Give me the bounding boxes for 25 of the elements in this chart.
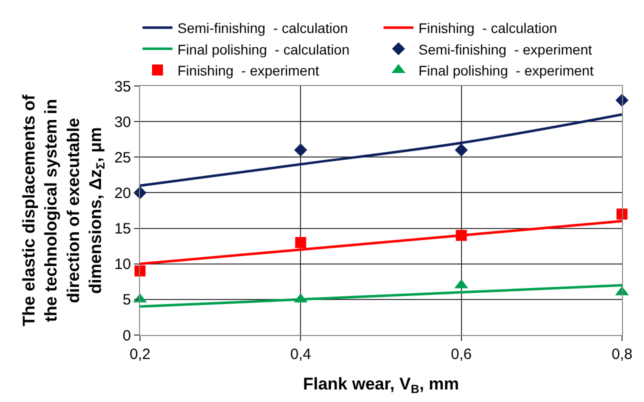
x-tick-label: 0,2 <box>130 346 150 363</box>
y-tick-label: 0 <box>122 327 131 344</box>
point <box>294 144 308 157</box>
x-axis-title: Flank wear, V$_{B}$, mm <box>302 374 460 396</box>
y-tick-label: 35 <box>114 78 131 96</box>
legend-label: Finishing - calculation <box>418 20 558 36</box>
y-tick-label: 25 <box>114 149 131 166</box>
point <box>616 208 628 220</box>
y-tick-label: 30 <box>114 114 131 131</box>
legend-label: Semi-finishing - calculation <box>178 20 348 36</box>
x-tick-label: 0,4 <box>290 346 312 363</box>
y-tick-label: 20 <box>114 184 131 202</box>
legend-label: Semi-finishing - experiment <box>418 41 592 58</box>
point <box>456 230 467 241</box>
legend-label: Finishing - experiment <box>178 62 320 78</box>
y-tick-label: 10 <box>114 256 131 274</box>
x-tick-label: 0,6 <box>450 346 472 363</box>
legend-label: Final polishing - experiment <box>418 62 594 78</box>
point <box>134 265 146 276</box>
point <box>454 144 468 157</box>
legend-label: Final polishing - calculation <box>178 41 350 58</box>
y-tick-label: 5 <box>122 292 131 309</box>
x-tick-label: 0,8 <box>612 346 632 363</box>
point <box>295 237 306 248</box>
y-tick-label: 15 <box>114 220 131 238</box>
